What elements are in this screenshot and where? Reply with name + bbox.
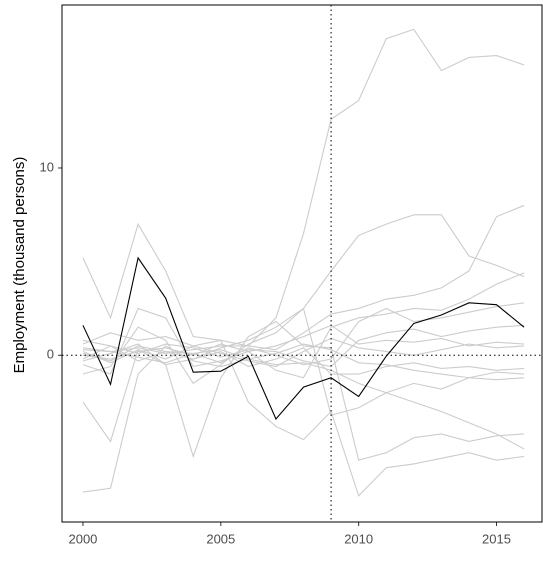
series-line [82, 204, 525, 351]
series-line [82, 332, 525, 497]
series-line [82, 345, 525, 493]
y-tick-label: 10 [40, 159, 54, 174]
series-line [82, 28, 525, 354]
y-axis-title: Employment (thousand persons) [11, 157, 28, 374]
x-tick-label: 2010 [344, 531, 373, 546]
series-line [82, 324, 525, 360]
x-tick-label: 2005 [206, 531, 235, 546]
series-line [82, 343, 525, 381]
series-line [82, 343, 525, 375]
x-tick-label: 2000 [68, 531, 97, 546]
series-line [82, 337, 525, 368]
series-line [82, 256, 525, 420]
x-tick-label: 2015 [482, 531, 511, 546]
series-line [82, 324, 525, 368]
y-tick-label: 0 [47, 347, 54, 362]
series-line [82, 302, 525, 366]
series-line [82, 320, 525, 461]
panel-border [61, 4, 543, 523]
series-line [82, 272, 525, 379]
series-line [82, 307, 525, 416]
